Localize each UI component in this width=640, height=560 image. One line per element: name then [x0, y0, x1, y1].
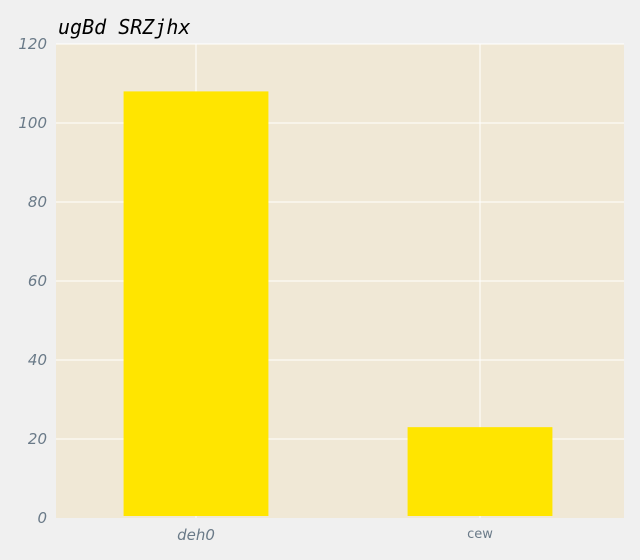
bar-cew	[407, 427, 553, 516]
y-tick-label: 80	[28, 193, 47, 211]
y-tick-label: 0	[37, 509, 47, 527]
y-tick-label: 20	[28, 430, 47, 448]
bars	[123, 91, 553, 517]
y-tick-label: 100	[18, 114, 47, 132]
y-axis-ticks: 0 20 40 60 80 100 120	[18, 35, 47, 527]
x-axis-ticks: deh0 cew	[177, 526, 493, 544]
y-tick-label: 40	[28, 351, 47, 369]
y-tick-label: 120	[18, 35, 47, 53]
y-tick-label: 60	[28, 272, 47, 290]
chart-title: ugBd SRZjhx	[58, 15, 190, 39]
x-tick-label: deh0	[177, 526, 215, 544]
bar-deh0	[123, 91, 269, 517]
x-tick-label: cew	[467, 527, 493, 542]
